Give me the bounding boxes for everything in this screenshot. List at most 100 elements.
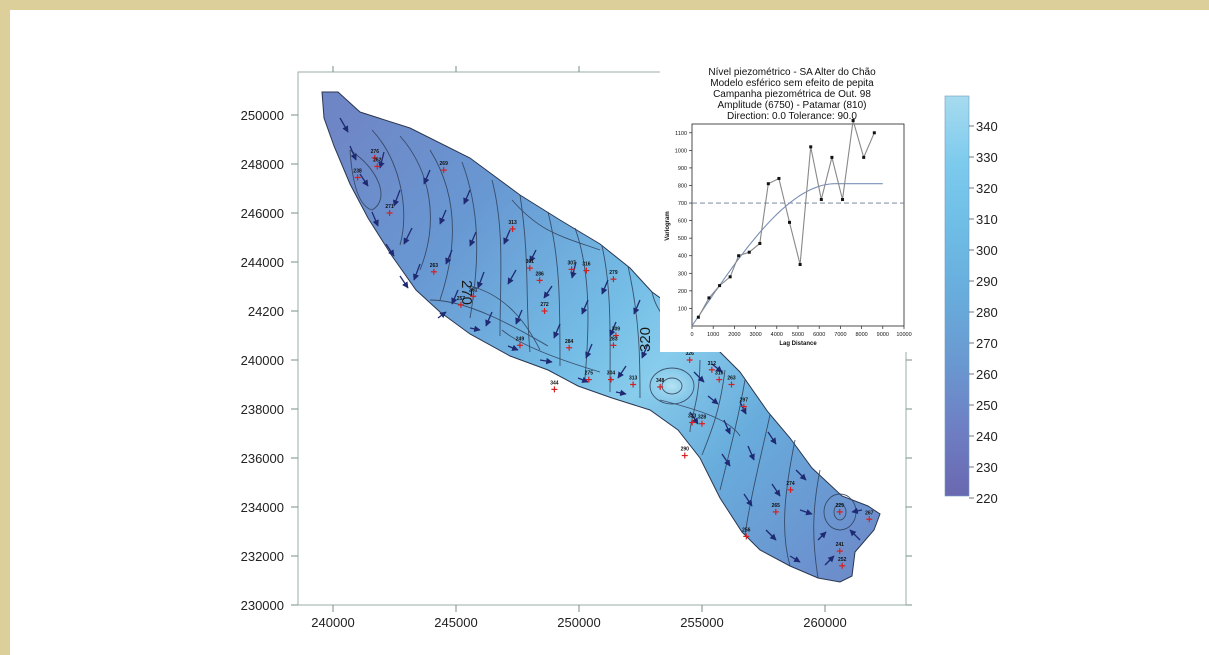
well-label: 313 [629,376,638,382]
variogram-x-tick-label: 6000 [813,332,825,338]
variogram-x-tick-label: 8000 [855,332,867,338]
well-label: 316 [715,371,724,377]
variogram-axes: 0 1000 2000 3000 4000 5000 6000 7000 8000 9000 100… [675,131,912,338]
variogram-experimental-line [697,120,875,318]
well-label: 313 [508,220,517,226]
color-scale-label: 280 [976,305,998,320]
color-scale-label: 340 [976,119,998,134]
aquifer-area [321,91,881,583]
map-axes: 240000 245000 250000 255000 260000 230000 2320… [241,66,912,630]
variogram-x-tick-label: 0 [690,332,693,338]
variogram-point [728,275,732,279]
variogram-point [851,118,855,122]
map-y-tick-label: 238000 [241,402,284,417]
well-label: 267 [865,510,874,516]
well-marker: 344 [550,380,559,393]
well-label: 272 [540,302,549,308]
well-marker: 313 [629,376,638,388]
variogram-x-tick-label: 1000 [707,332,719,338]
variogram-point [809,145,813,149]
well-label: 284 [565,339,574,345]
map-y-tick-label: 250000 [241,108,284,123]
variogram-point [718,284,722,288]
well-label: 307 [567,260,576,266]
well-marker: 290 [681,447,689,459]
variogram-y-tick-label: 700 [678,201,687,207]
color-scale-bar [944,95,970,497]
variogram-y-label: Variogram [665,211,671,240]
variogram-point [788,220,792,224]
well-label: 344 [550,380,559,386]
well-label: 348 [656,378,665,384]
variogram-x-tick-label: 4000 [771,332,783,338]
well-marker: 323 [688,413,697,426]
color-scale-ticks: 340 330 320 310 300 290 280 270 260 250 240 230 220 [969,119,998,506]
well-marker: 301 [526,259,535,272]
variogram-point [758,241,762,245]
map-y-tick-label: 232000 [241,549,284,564]
well-label: 263 [727,376,736,382]
map-y-tick-label: 234000 [241,500,284,515]
variogram-title-line-5: Direction: 0.0 Tolerance: 90.0 [727,111,857,122]
well-label: 326 [686,351,695,357]
well-marker: 265 [772,503,780,515]
color-scale-legend: 340 330 320 310 300 290 280 270 260 250 240 230 220 [944,95,998,506]
variogram-point [872,131,876,135]
well-label: 301 [526,259,535,265]
variogram-y-tick-label: 900 [678,166,687,172]
well-marker: 263 [727,376,736,388]
flow-direction-arrows [339,117,863,566]
variogram-y-tick-label: 1100 [675,131,687,137]
well-marker: 256 [742,527,751,540]
contour-lines [349,129,857,579]
well-label: 249 [516,336,525,342]
variogram-x-tick-label: 9000 [877,332,889,338]
well-marker: 229 [836,503,844,515]
variogram-x-tick-label: 7000 [834,332,846,338]
variogram-x-tick-label: 10000 [896,332,911,338]
variogram-y-tick-label: 100 [678,306,687,312]
map-y-tick-label: 240000 [241,353,284,368]
variogram-inset: Nível piezométrico - SA Alter do Chão Mo… [660,62,912,352]
well-label: 304 [607,371,616,377]
well-marker: 279 [609,270,618,283]
well-marker: 238 [353,168,362,181]
well-label: 269 [440,161,449,167]
variogram-x-tick-label: 3000 [749,332,761,338]
well-label: 238 [353,168,362,174]
well-label: 297 [740,398,749,404]
contour-label-320: 320 [637,327,654,352]
color-scale-label: 240 [976,429,998,444]
well-marker: 241 [836,542,844,555]
well-label: 328 [698,415,707,421]
variogram-point [766,182,770,186]
map-y-tick-label: 230000 [241,598,284,613]
variogram-point [707,296,711,300]
well-label: 312 [708,361,717,367]
variogram-point [819,198,823,202]
well-label: 283 [609,336,618,342]
color-scale-label: 230 [976,460,998,475]
variogram-x-tick-label: 5000 [792,332,804,338]
variogram-y-tick-label: 800 [678,183,687,189]
variogram-y-tick-label: 500 [678,236,687,242]
well-marker: 276 [371,149,379,161]
piezometric-high-zone [642,364,702,408]
variogram-title-line-4: Amplitude (6750) - Patamar (810) [718,100,867,111]
well-marker: 286 [535,271,544,284]
color-scale-label: 320 [976,181,998,196]
variogram-point [777,176,781,180]
contour-label-270: 270 [458,280,475,305]
variogram-title-line-2: Modelo esférico sem efeito de pepita [710,78,874,89]
variogram-experimental-points [696,118,876,319]
variogram-model-curve [691,183,883,327]
well-marker: 274 [786,481,795,493]
well-marker: 316 [715,371,724,383]
variogram-point [862,155,866,159]
well-label: 309 [612,327,621,333]
variogram-y-tick-label: 200 [678,289,687,295]
color-scale-label: 270 [976,336,998,351]
well-marker: 309 [612,327,621,339]
variogram-y-tick-label: 400 [678,254,687,260]
well-marker: 304 [607,371,616,383]
